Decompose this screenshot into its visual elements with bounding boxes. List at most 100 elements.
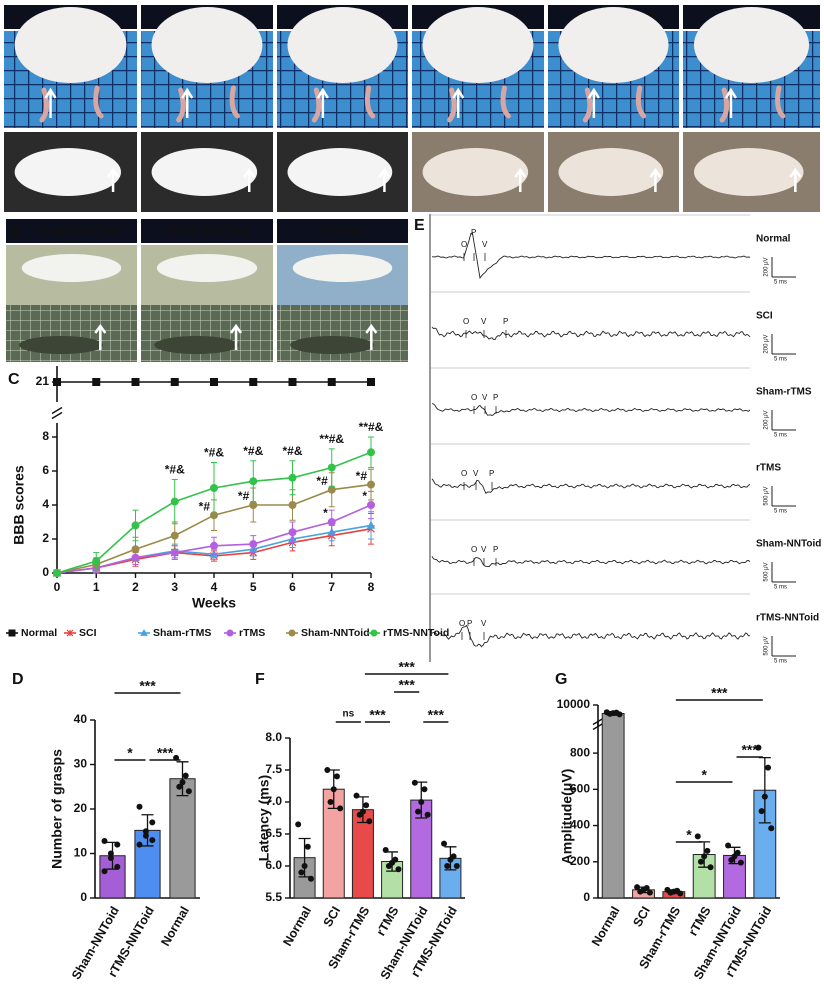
- marker: [170, 548, 179, 557]
- scale-label: 200 μV: [764, 257, 770, 276]
- data-point: [411, 779, 418, 786]
- hind-limb: [447, 85, 511, 123]
- data-point: [765, 764, 772, 771]
- data-point: [453, 863, 460, 869]
- arrow: [44, 87, 57, 118]
- rat-body: [287, 7, 398, 83]
- significance-label: ***: [157, 745, 174, 761]
- marker: [53, 378, 61, 386]
- marker: [140, 628, 148, 636]
- y-tick-label: 400: [570, 818, 590, 832]
- bar: [169, 778, 196, 899]
- y-tick-label: 8.0: [265, 730, 282, 744]
- y-tick-label: 10: [74, 846, 88, 860]
- significance-label: *#&: [282, 444, 302, 458]
- y-tick-label: 40: [74, 712, 88, 726]
- marker: [366, 520, 376, 529]
- marker: [367, 378, 375, 386]
- data-point: [694, 833, 701, 840]
- peak-label: O: [463, 317, 469, 326]
- scale-label: 200 μV: [764, 334, 770, 353]
- marker: [170, 531, 179, 540]
- data-point: [356, 811, 363, 818]
- x-tick-label: 2: [132, 580, 139, 594]
- data-point: [382, 847, 389, 853]
- significance-label: ***: [711, 685, 728, 701]
- rat-body: [693, 148, 804, 196]
- significance-label: *#: [316, 474, 328, 488]
- x-tick-label: 3: [171, 580, 178, 594]
- axis-break: [51, 406, 63, 420]
- significance-label: ns: [342, 709, 354, 720]
- peak-label: P: [503, 317, 508, 326]
- rat-body: [693, 7, 810, 83]
- marker: [327, 518, 336, 526]
- legend-label: rTMS: [239, 627, 265, 639]
- marker: [249, 477, 258, 486]
- marker: [210, 484, 218, 492]
- data-point: [424, 811, 431, 818]
- emg-trace: [431, 478, 751, 494]
- significance-label: ***: [398, 677, 415, 693]
- data-point: [298, 869, 305, 876]
- y-axis-label: Latency (ms): [256, 775, 272, 861]
- data-point: [637, 888, 644, 895]
- marker: [288, 473, 297, 482]
- hind-limb: [39, 85, 104, 123]
- trace-label: rTMS: [756, 463, 781, 474]
- arrow: [378, 167, 391, 192]
- trace-label: SCI: [756, 311, 773, 322]
- hind-limb: [311, 85, 376, 123]
- data-point: [114, 863, 121, 870]
- data-point: [295, 821, 302, 828]
- peak-label: O: [471, 393, 477, 402]
- panel-letter: C: [8, 371, 20, 388]
- x-axis-label: Weeks: [192, 595, 236, 611]
- rat-body: [151, 7, 263, 83]
- x-tick-label: 6: [289, 580, 296, 594]
- arrow: [452, 87, 465, 118]
- data-point: [768, 825, 775, 832]
- marker: [92, 378, 101, 386]
- data-point: [728, 856, 735, 863]
- time-label: 5 ms: [774, 509, 787, 515]
- data-point: [101, 868, 108, 875]
- column-title: rTMS-NNToid: [166, 222, 248, 237]
- time-label: 5 ms: [774, 585, 787, 591]
- scale-label: 500 μV: [764, 562, 770, 581]
- y-tick-label: 7.5: [265, 762, 282, 776]
- significance-label: *#&: [165, 463, 185, 477]
- y-tick-label: 20: [74, 801, 88, 815]
- marker: [327, 463, 336, 472]
- marker: [370, 629, 378, 637]
- panel-letter: B: [10, 222, 21, 239]
- arrow: [107, 167, 120, 192]
- marker: [327, 378, 336, 386]
- data-point: [107, 854, 114, 861]
- emg-trace: [432, 232, 751, 280]
- data-point: [707, 864, 714, 871]
- time-label: 5 ms: [774, 280, 787, 286]
- arrow: [724, 87, 738, 118]
- peak-label: V: [482, 240, 488, 249]
- y-tick-label: 800: [570, 745, 590, 759]
- arrow: [94, 323, 107, 350]
- legend-label: rTMS-NNToid: [383, 627, 449, 639]
- panel-letter: A: [10, 9, 21, 26]
- data-point: [737, 859, 744, 866]
- hind-limb: [719, 85, 786, 123]
- rat-body: [156, 254, 258, 282]
- marker: [327, 485, 336, 494]
- data-point: [704, 847, 711, 854]
- data-point: [136, 803, 143, 810]
- peak-label: P: [467, 619, 472, 628]
- panel-letter: G: [555, 671, 567, 688]
- x-tick-label: 5: [250, 580, 257, 594]
- legend-label: SCI: [79, 627, 97, 639]
- arrow: [365, 323, 378, 350]
- significance-label: ***: [398, 659, 415, 675]
- y-tick-label: 6.0: [265, 858, 282, 872]
- data-point: [646, 889, 653, 896]
- data-point: [366, 818, 373, 825]
- y-tick-label: 4: [42, 497, 49, 511]
